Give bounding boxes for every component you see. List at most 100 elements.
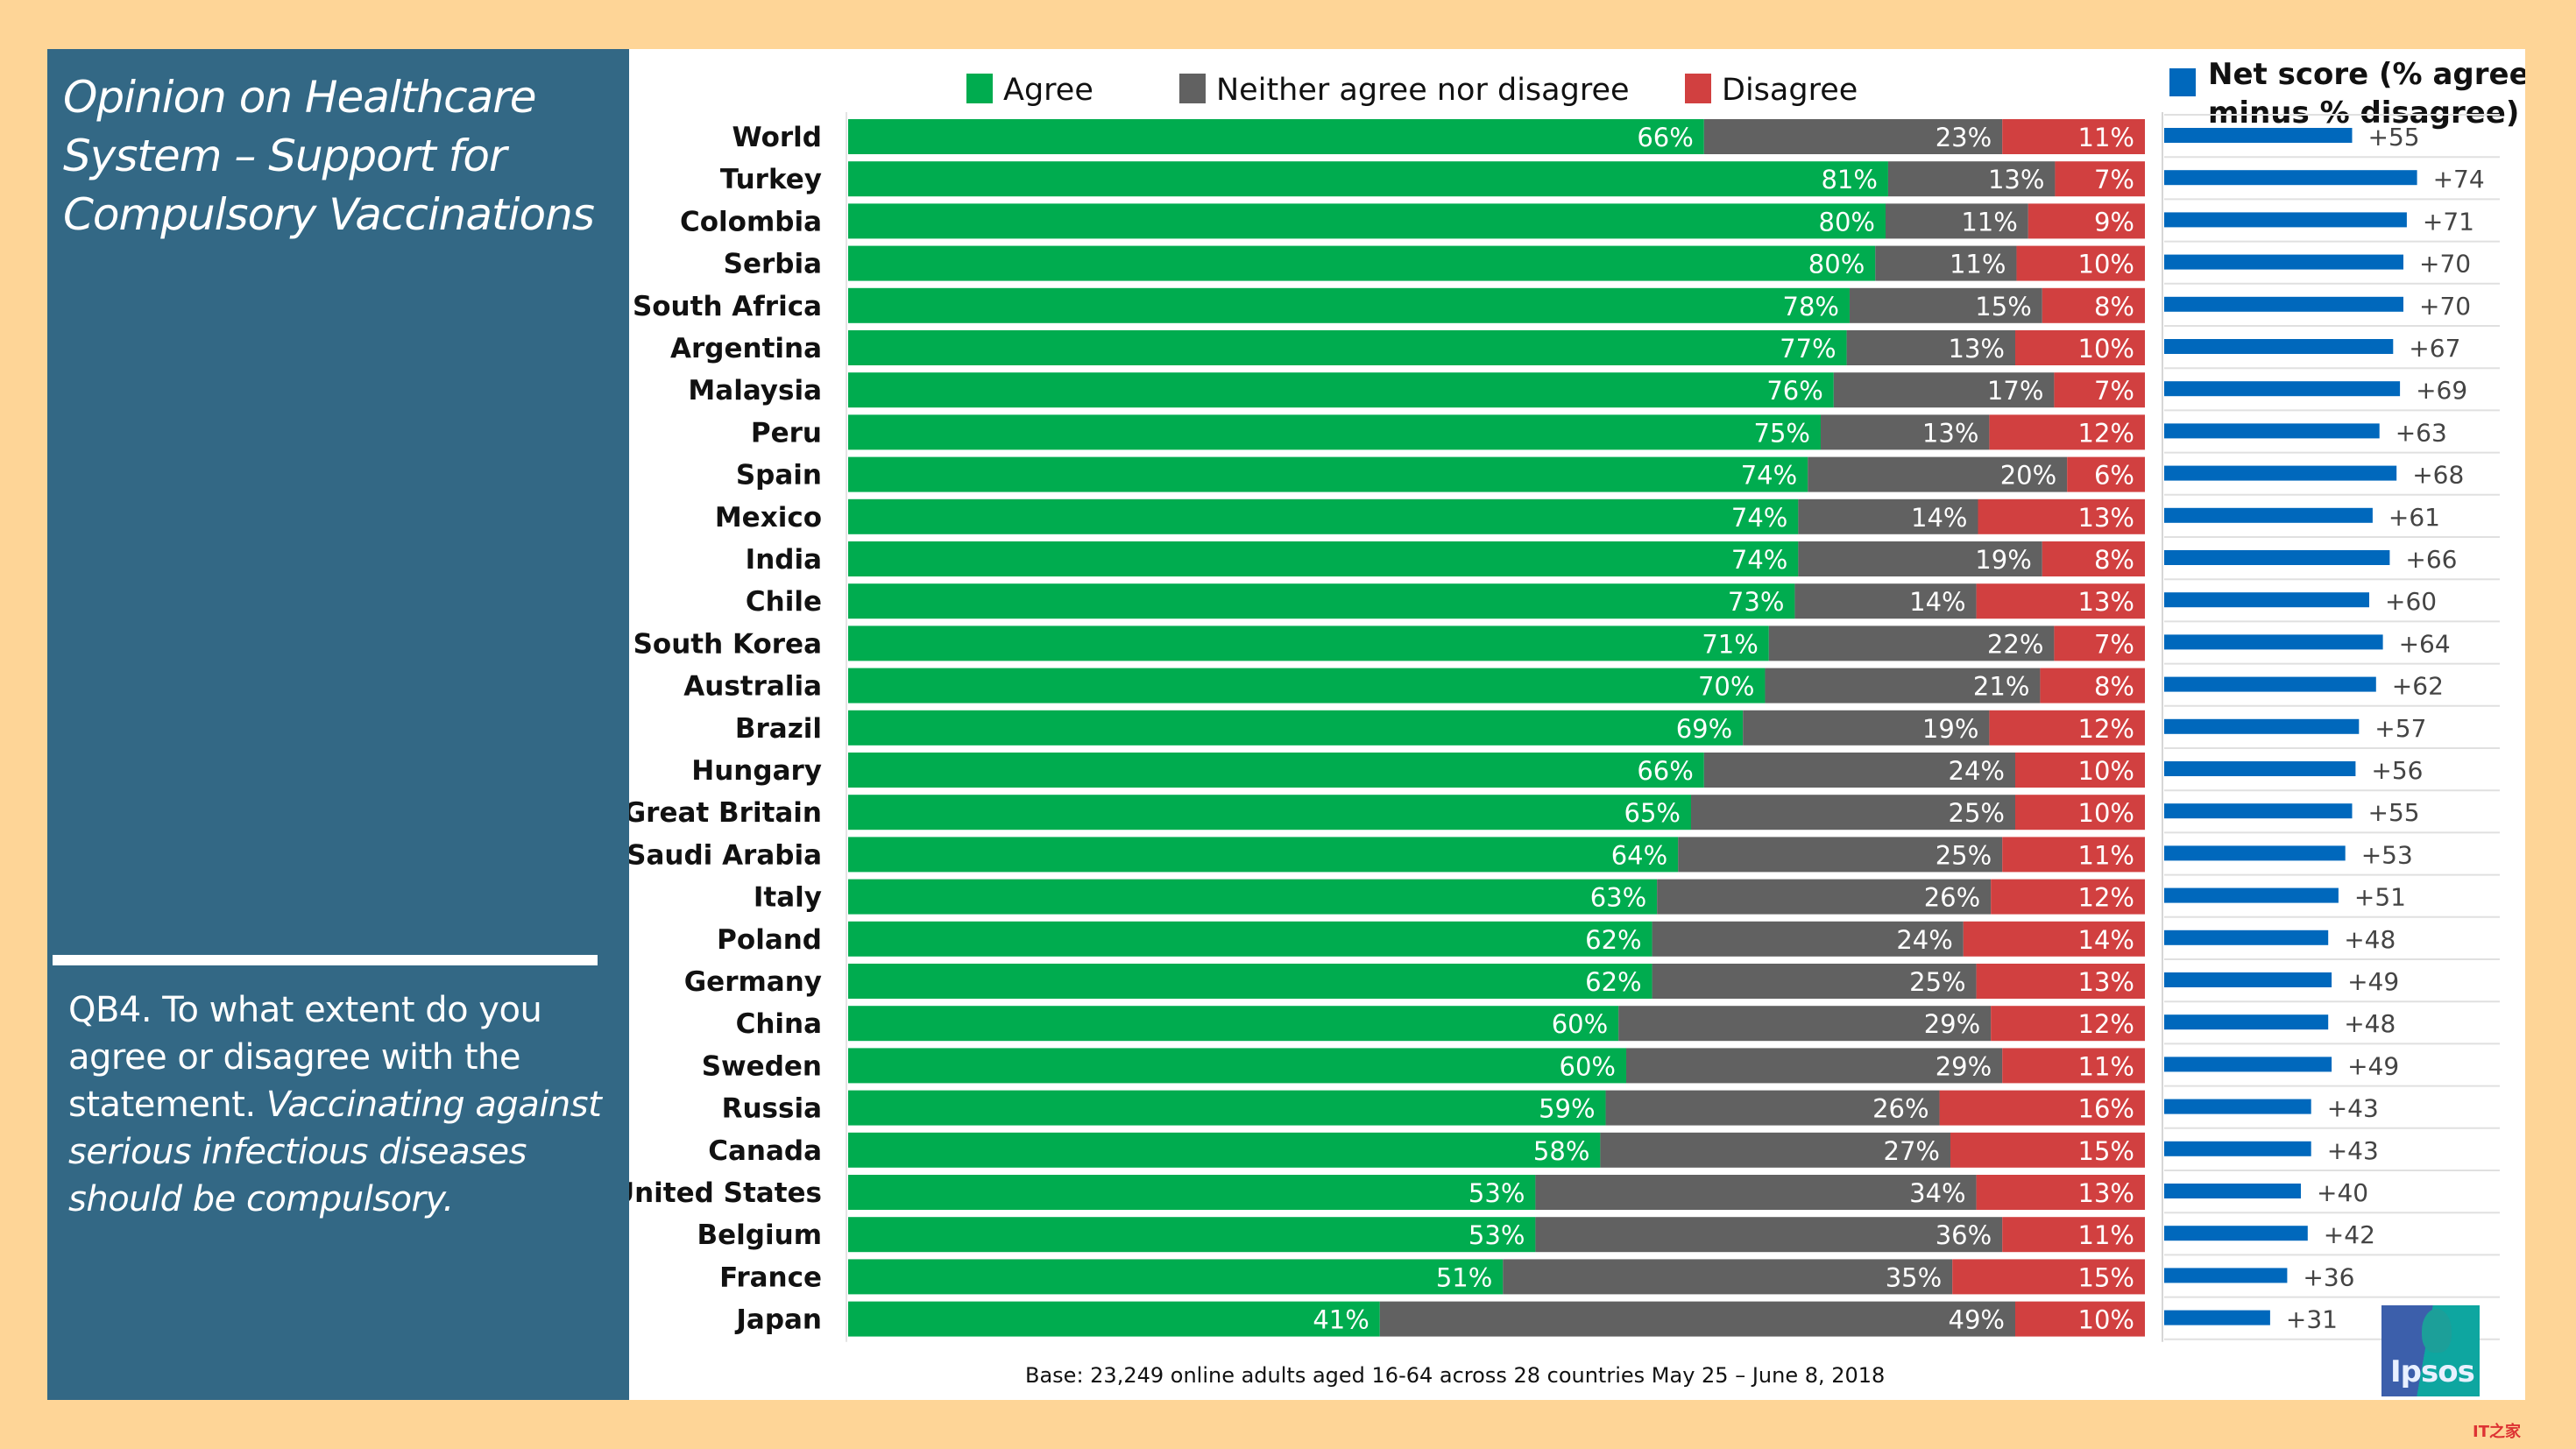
net-bar — [2164, 1014, 2329, 1030]
net-bar — [2164, 803, 2353, 819]
table-row: Japan 41% 49% 10% — [734, 1301, 2145, 1337]
net-label: +60 — [2385, 587, 2437, 616]
data-label-disagree: 11% — [2078, 1220, 2134, 1250]
table-row: Colombia 80% 11% 9% — [680, 203, 2145, 239]
legend-swatch-neither — [1179, 74, 1206, 103]
net-label: +31 — [2286, 1305, 2338, 1334]
bar-segment-neither — [1626, 1048, 2003, 1084]
net-label: +64 — [2399, 629, 2451, 658]
data-label-neither: 19% — [1975, 545, 2031, 575]
net-row: +71 — [2164, 198, 2500, 236]
net-label: +49 — [2347, 967, 2399, 996]
bar-segment-agree — [848, 1259, 1504, 1295]
data-label-neither: 26% — [1924, 883, 1980, 913]
table-row: China 60% 29% 12% — [736, 1006, 2145, 1042]
bar-segment-neither — [1678, 837, 2003, 873]
table-row: Canada 58% 27% 15% — [708, 1132, 2145, 1168]
data-label-neither: 29% — [1924, 1009, 1980, 1039]
net-label: +55 — [2368, 798, 2420, 827]
net-bar — [2164, 1268, 2288, 1283]
bar-segment-neither — [1600, 1132, 1950, 1168]
net-label: +70 — [2419, 250, 2471, 279]
data-label-disagree: 10% — [2078, 250, 2134, 279]
table-row: South Korea 71% 22% 7% — [633, 626, 2145, 661]
net-row: +42 — [2164, 1212, 2500, 1249]
table-row: Serbia 80% 11% 10% — [724, 245, 2145, 281]
net-row: +63 — [2164, 409, 2500, 447]
bar-segment-disagree — [1976, 964, 2145, 999]
net-row: +74 — [2164, 156, 2500, 194]
bar-segment-disagree — [2054, 626, 2145, 661]
legend-swatch-disagree — [1685, 74, 1711, 103]
divider — [53, 955, 598, 965]
data-label-agree: 60% — [1560, 1051, 1616, 1081]
data-label-agree: 64% — [1611, 840, 1667, 870]
table-row: France 51% 35% 15% — [719, 1259, 2145, 1295]
bar-segment-agree — [848, 1048, 1626, 1084]
net-label: +67 — [2409, 334, 2460, 363]
country-label: Australia — [683, 671, 822, 703]
question-prefix: QB4. To what extent do you agree or disa… — [68, 990, 542, 1125]
net-label: +70 — [2419, 292, 2471, 321]
table-row: South Africa 78% 15% 8% — [633, 287, 2145, 323]
data-label-disagree: 15% — [2078, 1136, 2134, 1166]
bar-segment-agree — [848, 1090, 1606, 1126]
country-label: Brazil — [735, 713, 822, 745]
net-label: +53 — [2361, 840, 2413, 869]
net-label: +71 — [2423, 207, 2474, 236]
net-row: +55 — [2164, 789, 2500, 827]
net-label: +74 — [2433, 165, 2485, 194]
bar-segment-agree — [848, 710, 1744, 746]
data-label-disagree: 13% — [2078, 587, 2134, 617]
data-label-agree: 62% — [1585, 925, 1641, 955]
data-label-disagree: 13% — [2078, 1178, 2134, 1208]
bar-segment-neither — [1794, 583, 1977, 619]
bar-segment-disagree — [2055, 161, 2145, 197]
table-row: Brazil 69% 19% 12% — [735, 710, 2145, 746]
net-label: +43 — [2327, 1136, 2379, 1165]
net-bar — [2164, 381, 2401, 397]
bar-segment-agree — [848, 964, 1652, 999]
bar-segment-disagree — [2015, 753, 2145, 788]
bar-segment-agree — [848, 161, 1888, 197]
bar-segment-agree — [848, 668, 1766, 703]
table-row: Hungary 66% 24% 10% — [691, 753, 2145, 788]
net-bar — [2164, 170, 2417, 186]
survey-question: QB4. To what extent do you agree or disa… — [68, 986, 620, 1223]
net-row: +69 — [2164, 367, 2500, 405]
legend-label-net-line1: Net score (% agree — [2208, 57, 2525, 92]
data-label-neither: 49% — [1949, 1305, 2005, 1335]
bar-segment-neither — [1887, 161, 2056, 197]
net-bar — [2164, 1226, 2308, 1241]
bar-segment-disagree — [2002, 1217, 2145, 1253]
net-bar — [2164, 212, 2407, 228]
net-row: +64 — [2164, 620, 2500, 658]
net-bar — [2164, 296, 2403, 312]
data-label-neither: 24% — [1949, 756, 2005, 786]
bar-segment-agree — [848, 498, 1799, 534]
data-label-agree: 66% — [1637, 123, 1693, 152]
data-label-neither: 29% — [1936, 1051, 1992, 1081]
data-label-agree: 60% — [1552, 1009, 1608, 1039]
net-row: +62 — [2164, 662, 2500, 701]
data-label-disagree: 6% — [2094, 461, 2134, 491]
net-label: +36 — [2303, 1262, 2354, 1291]
country-label: Colombia — [680, 206, 822, 237]
data-label-disagree: 8% — [2094, 545, 2134, 575]
net-label: +62 — [2392, 672, 2444, 701]
bar-segment-disagree — [1950, 1132, 2145, 1168]
data-label-agree: 73% — [1728, 587, 1784, 617]
bar-segment-neither — [1886, 203, 2028, 239]
bar-segment-agree — [848, 119, 1704, 154]
net-bar — [2164, 887, 2339, 903]
data-label-neither: 11% — [1961, 207, 2017, 237]
stacked-bars: World 66% 23% 11% Turkey 81% 13% 7% Colombia 80% 1… — [629, 112, 2145, 1342]
data-label-agree: 74% — [1731, 503, 1787, 533]
bar-segment-agree — [848, 1217, 1536, 1253]
net-bar — [2164, 1184, 2301, 1198]
country-label: Saudi Arabia — [629, 839, 822, 871]
country-label: Italy — [754, 882, 822, 914]
net-bar — [2164, 465, 2397, 481]
net-bar — [2164, 507, 2373, 523]
net-row: +48 — [2164, 915, 2500, 954]
